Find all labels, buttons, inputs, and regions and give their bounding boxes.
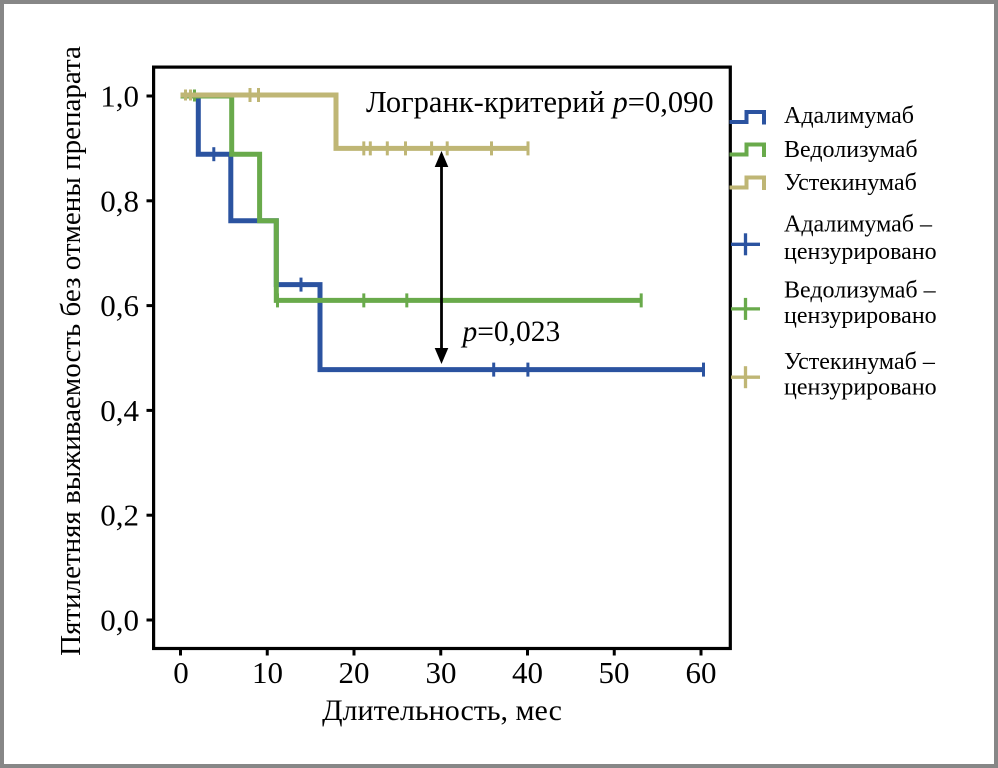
svg-text:Адалимумаб: Адалимумаб bbox=[784, 103, 914, 129]
svg-text:0,4: 0,4 bbox=[100, 393, 139, 428]
svg-text:30: 30 bbox=[426, 655, 457, 690]
svg-text:60: 60 bbox=[686, 655, 717, 690]
svg-text:1,0: 1,0 bbox=[100, 79, 139, 114]
svg-text:цензурировано: цензурировано bbox=[784, 239, 937, 265]
svg-text:Устекинумаб: Устекинумаб bbox=[784, 170, 917, 196]
svg-text:Ведолизумаб –: Ведолизумаб – bbox=[784, 277, 937, 303]
svg-text:0,6: 0,6 bbox=[100, 288, 139, 323]
svg-text:10: 10 bbox=[252, 655, 283, 690]
svg-text:50: 50 bbox=[599, 655, 630, 690]
svg-text:цензурировано: цензурировано bbox=[784, 303, 937, 329]
svg-text:Адалимумаб –: Адалимумаб – bbox=[784, 212, 933, 238]
svg-text:40: 40 bbox=[512, 655, 543, 690]
svg-text:0,8: 0,8 bbox=[100, 183, 139, 218]
svg-text:0: 0 bbox=[173, 655, 189, 690]
svg-text:Устекинумаб –: Устекинумаб – bbox=[784, 349, 936, 375]
svg-text:p=0,023: p=0,023 bbox=[461, 316, 561, 348]
svg-text:Пятилетняя выживаемость без от: Пятилетняя выживаемость без отмены препа… bbox=[55, 46, 87, 656]
svg-text:цензурировано: цензурировано bbox=[784, 375, 937, 401]
svg-text:20: 20 bbox=[339, 655, 370, 690]
svg-text:Длительность, мес: Длительность, мес bbox=[322, 694, 562, 727]
svg-text:0,0: 0,0 bbox=[100, 603, 139, 638]
svg-text:Ведолизумаб: Ведолизумаб bbox=[784, 137, 918, 163]
svg-text:0,2: 0,2 bbox=[100, 498, 139, 533]
svg-text:Логранк-критерий p=0,090: Логранк-критерий p=0,090 bbox=[366, 85, 714, 119]
